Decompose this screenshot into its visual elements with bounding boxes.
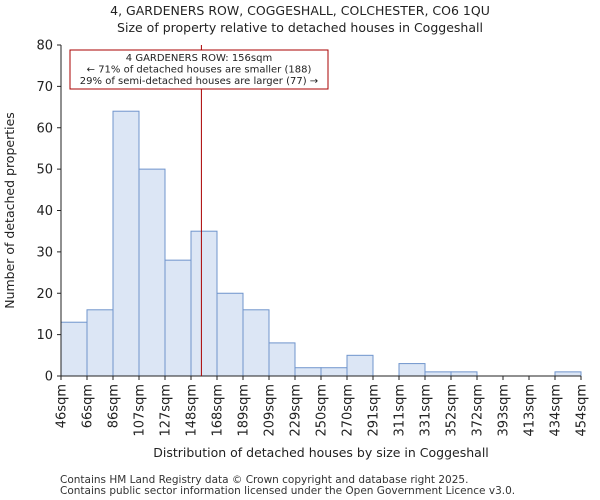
annotation-line-1: 4 GARDENERS ROW: 156sqm xyxy=(126,53,272,64)
y-tick-label: 60 xyxy=(36,121,53,136)
x-tick-label: 250sqm xyxy=(315,384,330,437)
y-tick-label: 20 xyxy=(36,287,53,302)
x-tick-label: 413sqm xyxy=(523,384,538,437)
footer-line-2: Contains public sector information licen… xyxy=(60,485,516,497)
x-tick-label: 66sqm xyxy=(81,384,96,428)
y-tick-label: 10 xyxy=(36,328,53,343)
x-tick-label: 270sqm xyxy=(341,384,356,437)
y-tick-label: 70 xyxy=(36,80,53,95)
footer-line-1: Contains HM Land Registry data © Crown c… xyxy=(60,474,469,486)
x-tick-label: 393sqm xyxy=(497,384,512,437)
x-tick-label: 127sqm xyxy=(159,384,174,437)
bar xyxy=(60,321,88,377)
y-tick-label: 40 xyxy=(36,204,53,219)
x-tick-label: 434sqm xyxy=(549,384,564,437)
bar xyxy=(268,342,296,377)
y-tick-label: 0 xyxy=(45,370,53,385)
bar xyxy=(216,292,244,377)
x-axis-title: Distribution of detached houses by size … xyxy=(153,445,489,460)
x-tick-label: 168sqm xyxy=(211,384,226,437)
y-tick-label: 30 xyxy=(36,245,53,260)
y-axis-title: Number of detached properties xyxy=(2,112,17,309)
bar xyxy=(294,367,322,377)
bar xyxy=(424,371,452,377)
x-tick-label: 311sqm xyxy=(393,384,408,437)
y-tick-label: 80 xyxy=(36,39,53,54)
x-tick-label: 86sqm xyxy=(107,384,122,428)
x-tick-label: 189sqm xyxy=(237,384,252,437)
bar xyxy=(450,371,478,377)
bar xyxy=(138,168,166,377)
bar xyxy=(242,309,270,377)
x-tick-label: 352sqm xyxy=(445,384,460,437)
bar xyxy=(112,110,140,377)
bar xyxy=(554,371,582,377)
x-tick-label: 454sqm xyxy=(575,384,590,437)
bar xyxy=(86,309,114,377)
x-tick-label: 331sqm xyxy=(419,384,434,437)
x-tick-label: 209sqm xyxy=(263,384,278,437)
annotation-box xyxy=(69,49,329,90)
bar xyxy=(398,363,426,377)
bar xyxy=(320,367,348,377)
bar xyxy=(190,230,218,377)
x-tick-label: 107sqm xyxy=(133,384,148,437)
chart-title: 4, GARDENERS ROW, COGGESHALL, COLCHESTER… xyxy=(110,3,490,18)
bar xyxy=(164,259,192,377)
annotation-line-2: ← 71% of detached houses are smaller (18… xyxy=(87,65,312,76)
y-tick-label: 50 xyxy=(36,163,53,178)
bar xyxy=(346,354,374,377)
x-tick-label: 291sqm xyxy=(367,384,382,437)
x-tick-label: 372sqm xyxy=(471,384,486,437)
x-tick-label: 148sqm xyxy=(185,384,200,437)
x-tick-label: 46sqm xyxy=(55,384,70,428)
annotation-line-3: 29% of semi-detached houses are larger (… xyxy=(80,76,318,87)
chart-subtitle: Size of property relative to detached ho… xyxy=(117,20,483,35)
x-tick-label: 229sqm xyxy=(289,384,304,437)
